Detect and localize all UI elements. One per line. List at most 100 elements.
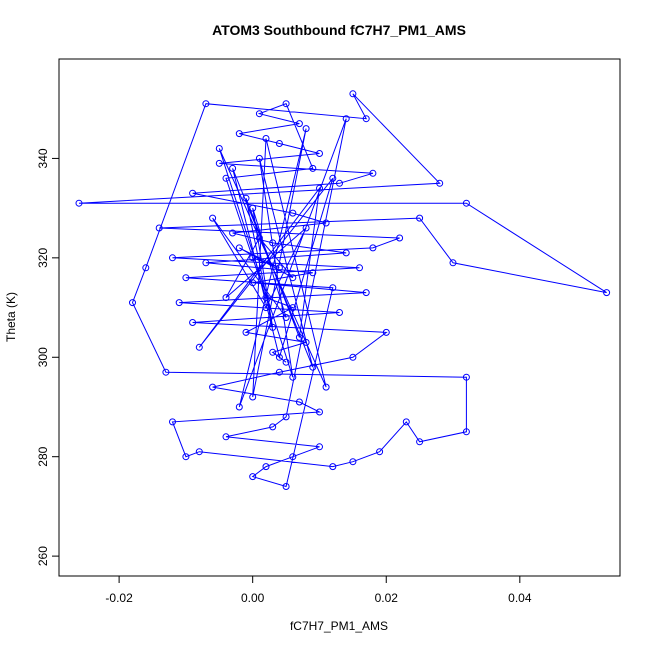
x-tick-label: 0.02 xyxy=(375,591,399,605)
data-point xyxy=(336,179,343,187)
data-point xyxy=(209,214,217,222)
data-point xyxy=(349,458,357,466)
data-point xyxy=(242,328,250,336)
data-point xyxy=(416,438,424,446)
data-point xyxy=(369,244,377,252)
data-point xyxy=(449,259,457,267)
data-point xyxy=(269,423,277,431)
data-point xyxy=(209,383,217,391)
data-point xyxy=(362,289,370,297)
data-point xyxy=(75,199,83,207)
data-point xyxy=(269,348,277,356)
data-point xyxy=(255,154,263,162)
data-point xyxy=(262,135,270,142)
data-point xyxy=(322,219,330,227)
data-point xyxy=(255,110,263,118)
data-point xyxy=(275,368,283,376)
data-point xyxy=(295,120,303,128)
data-point xyxy=(316,408,323,416)
data-point xyxy=(316,184,323,192)
data-point xyxy=(235,403,243,411)
data-point xyxy=(336,309,343,316)
data-point xyxy=(169,254,176,262)
data-point xyxy=(262,304,270,312)
data-point xyxy=(235,130,243,138)
data-point xyxy=(603,289,611,297)
x-tick-label: 0.00 xyxy=(241,591,265,605)
data-point xyxy=(249,393,257,401)
x-tick-label: 0.04 xyxy=(508,591,532,605)
data-point xyxy=(269,239,277,247)
data-point xyxy=(155,224,163,232)
data-point xyxy=(329,284,337,292)
data-point xyxy=(402,418,410,426)
data-point xyxy=(229,164,237,172)
data-point xyxy=(416,214,424,222)
data-point xyxy=(202,100,210,108)
data-point xyxy=(329,463,337,471)
data-point xyxy=(215,159,223,167)
data-point xyxy=(169,418,176,426)
data-point xyxy=(309,164,317,172)
data-point xyxy=(222,294,230,302)
data-point xyxy=(322,383,330,391)
data-point xyxy=(436,179,444,187)
data-point xyxy=(182,453,190,461)
data-point xyxy=(349,353,357,361)
data-point xyxy=(396,234,404,242)
data-point xyxy=(162,368,170,376)
data-point xyxy=(349,90,357,98)
data-point xyxy=(316,150,323,157)
data-point xyxy=(382,328,390,336)
data-point xyxy=(356,264,363,272)
data-point xyxy=(369,169,377,177)
data-point xyxy=(242,194,250,202)
data-point xyxy=(462,199,470,207)
y-tick-label: 320 xyxy=(36,248,50,268)
data-point xyxy=(195,343,203,351)
x-tick-label: -0.02 xyxy=(105,591,133,605)
data-point xyxy=(289,209,297,217)
data-point xyxy=(215,145,223,152)
data-point xyxy=(249,473,257,481)
data-point xyxy=(309,269,317,277)
data-point xyxy=(295,333,303,341)
data-point xyxy=(142,264,150,272)
y-tick-label: 340 xyxy=(36,148,50,168)
plot-layer xyxy=(75,90,611,490)
x-axis: -0.02 0.00 0.02 0.04 xyxy=(105,575,532,605)
data-point xyxy=(182,274,190,282)
data-point xyxy=(282,314,290,321)
data-point xyxy=(289,373,297,381)
data-point xyxy=(342,115,350,123)
data-point xyxy=(129,299,136,307)
data-point xyxy=(282,413,290,421)
data-point xyxy=(462,373,470,381)
data-point xyxy=(175,299,183,307)
data-point xyxy=(202,259,210,267)
y-tick-label: 300 xyxy=(36,347,50,367)
y-tick-label: 260 xyxy=(36,546,50,566)
y-axis-label: Theta (K) xyxy=(4,292,18,342)
data-point xyxy=(342,249,350,257)
chart-title: ATOM3 Southbound fC7H7_PM1_AMS xyxy=(212,22,466,38)
data-point xyxy=(249,254,257,262)
data-point xyxy=(282,483,290,490)
data-point xyxy=(235,244,243,252)
data-point xyxy=(255,234,263,242)
data-point xyxy=(302,125,310,133)
data-point xyxy=(222,174,230,182)
data-point xyxy=(376,448,384,456)
data-point xyxy=(282,358,290,366)
y-tick-label: 280 xyxy=(36,446,50,466)
y-axis: 260 280 300 320 340 xyxy=(36,148,60,566)
data-point xyxy=(302,224,310,232)
data-point xyxy=(195,448,203,456)
data-point xyxy=(222,433,230,441)
series-line xyxy=(78,93,607,488)
data-point xyxy=(189,189,197,197)
x-axis-label: fC7H7_PM1_AMS xyxy=(290,619,388,633)
data-point xyxy=(249,204,257,212)
data-point xyxy=(275,140,283,147)
